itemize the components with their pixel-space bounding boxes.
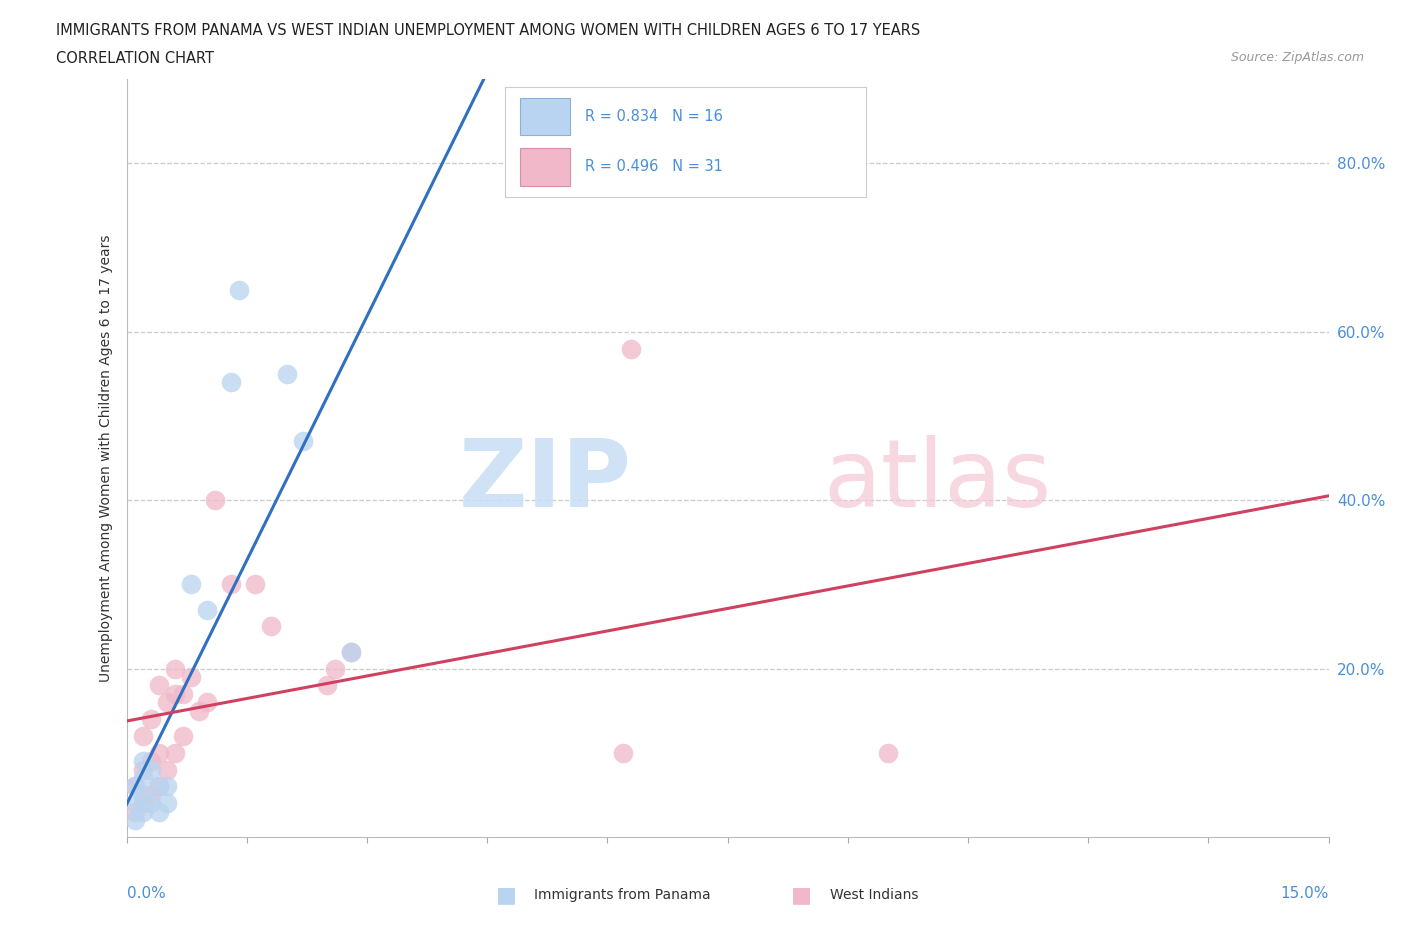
Point [139,711,162,726]
Text: 0.0%: 0.0% [127,886,166,901]
Point [276,366,298,381]
Text: 15.0%: 15.0% [1281,886,1329,901]
Point [180,670,202,684]
Point [139,796,162,811]
Point [148,804,170,819]
Point [124,779,146,794]
Point [204,493,226,508]
Point [131,728,153,743]
Point [163,745,186,760]
Point [124,779,146,794]
Point [315,678,337,693]
Point [243,577,266,591]
Point [219,577,242,591]
Point [172,728,194,743]
Point [291,433,314,448]
Point [228,282,250,297]
Text: ZIP: ZIP [458,434,631,526]
Point [260,619,283,634]
Point [139,763,162,777]
Point [340,644,363,659]
Point [124,804,146,819]
Text: ■: ■ [792,884,811,905]
Point [155,796,177,811]
Point [155,763,177,777]
Point [155,695,177,710]
Point [148,779,170,794]
Point [219,375,242,390]
Point [195,695,218,710]
Point [877,745,900,760]
Y-axis label: Unemployment Among Women with Children Ages 6 to 17 years: Unemployment Among Women with Children A… [98,234,112,682]
Point [124,796,146,811]
Point [124,813,146,828]
Text: IMMIGRANTS FROM PANAMA VS WEST INDIAN UNEMPLOYMENT AMONG WOMEN WITH CHILDREN AGE: IMMIGRANTS FROM PANAMA VS WEST INDIAN UN… [56,23,921,38]
Point [148,678,170,693]
Point [163,661,186,676]
Point [155,779,177,794]
Point [131,788,153,803]
Point [148,745,170,760]
Point [139,788,162,803]
Point [323,661,346,676]
Point [131,771,153,786]
Text: Source: ZipAtlas.com: Source: ZipAtlas.com [1230,51,1364,64]
Point [131,796,153,811]
Point [180,577,202,591]
Point [340,644,363,659]
Point [612,745,634,760]
Point [163,686,186,701]
Text: ■: ■ [496,884,516,905]
Text: CORRELATION CHART: CORRELATION CHART [56,51,214,66]
Point [131,763,153,777]
Text: Immigrants from Panama: Immigrants from Panama [534,887,711,902]
Text: West Indians: West Indians [830,887,918,902]
Point [148,779,170,794]
Point [620,341,643,356]
Point [172,686,194,701]
Text: atlas: atlas [824,434,1052,526]
Point [131,804,153,819]
Point [187,703,209,718]
Point [195,603,218,618]
Point [131,753,153,768]
Point [139,753,162,768]
